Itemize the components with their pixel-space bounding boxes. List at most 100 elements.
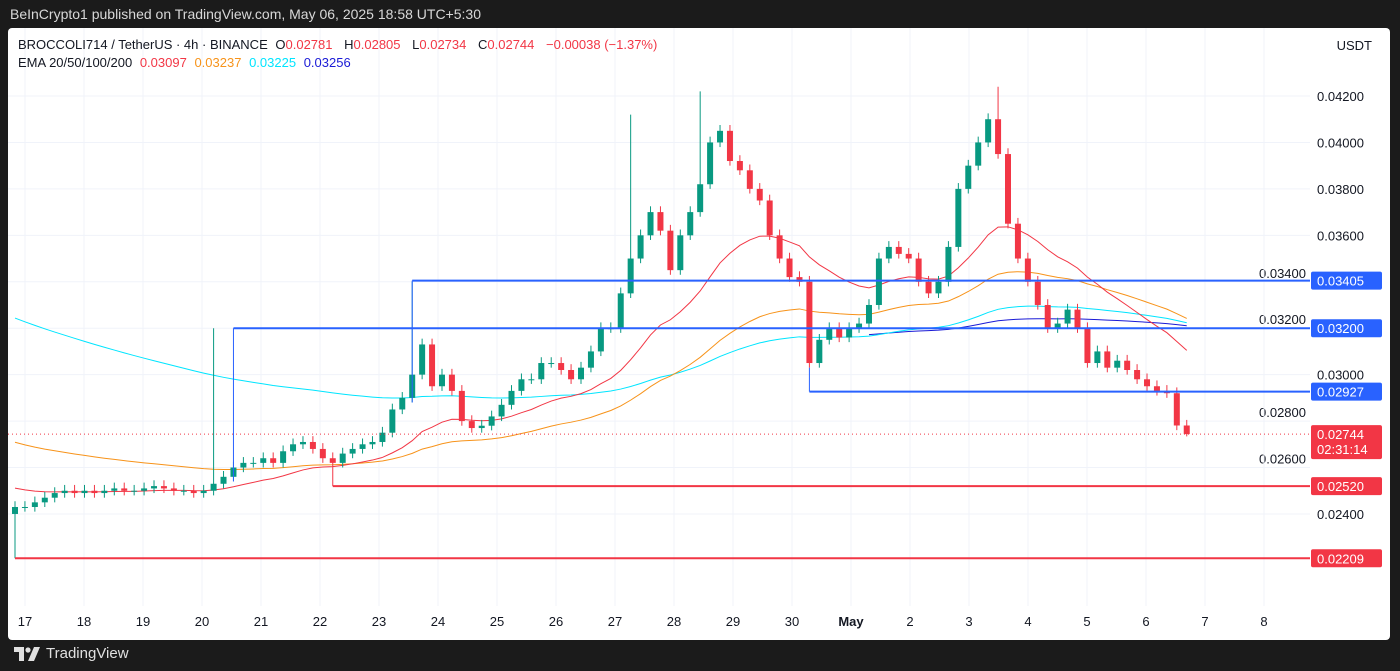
candle-body xyxy=(955,188,962,247)
candle-body xyxy=(856,323,863,329)
candle-body xyxy=(448,374,455,391)
ema200-line xyxy=(868,318,1187,336)
candle-body xyxy=(31,502,38,507)
price-chart[interactable]: 0.02400 0.02600 0.02800 0.03000 0.03200 0.034… xyxy=(8,28,1390,640)
candle-body xyxy=(468,421,475,429)
x-tick-label: 3 xyxy=(965,614,972,629)
ema20-line xyxy=(14,226,1188,493)
candle-body xyxy=(578,367,585,380)
candle-body xyxy=(806,281,813,364)
candle-body xyxy=(151,486,158,489)
candle-body xyxy=(617,293,624,329)
brand-name: TradingView xyxy=(46,645,129,662)
x-tick-label: 22 xyxy=(313,614,327,629)
candle-body xyxy=(1104,351,1111,368)
candle-body xyxy=(369,441,376,445)
candle-body xyxy=(399,397,406,410)
candle-body xyxy=(41,497,48,503)
x-tick-label: May xyxy=(838,614,864,629)
candle-body xyxy=(985,119,992,143)
candle-body xyxy=(836,328,843,338)
candle-body xyxy=(280,451,287,463)
candle-body xyxy=(538,363,545,380)
candle-body xyxy=(1183,425,1190,435)
high-label: H xyxy=(344,37,354,52)
candle-body xyxy=(736,161,743,171)
candle-body xyxy=(905,253,912,259)
level-price-tag xyxy=(1311,549,1382,568)
candle-body xyxy=(558,363,565,370)
candle-body xyxy=(975,142,982,166)
candle-body xyxy=(657,212,664,231)
candle-body xyxy=(349,448,356,454)
y-tick-label: 0.04200 xyxy=(1317,89,1364,104)
candle-body xyxy=(131,490,138,492)
level-price-label: 0.03405 xyxy=(1317,274,1364,289)
candle-body xyxy=(965,165,972,189)
candle-body xyxy=(51,493,58,498)
candle-body xyxy=(1173,393,1180,426)
candle-body xyxy=(200,490,207,494)
candle-body xyxy=(379,432,386,442)
candle-body xyxy=(935,281,942,294)
candle-body xyxy=(528,379,535,381)
ema50-value: 0.03237 xyxy=(194,55,242,70)
currency-unit[interactable]: USDT xyxy=(1336,38,1372,53)
candle-body xyxy=(309,441,316,449)
ema-label[interactable]: EMA 20/50/100/200 xyxy=(18,55,133,70)
x-tick-label: 29 xyxy=(726,614,740,629)
candle-body xyxy=(786,258,793,278)
candle-body xyxy=(91,490,98,494)
candle-body xyxy=(299,441,306,445)
candle-body xyxy=(458,390,465,422)
level-price-tag xyxy=(1311,271,1382,290)
candle-body xyxy=(995,119,1002,155)
candle-body xyxy=(776,235,783,259)
candle-body xyxy=(707,142,714,185)
candle-body xyxy=(329,458,336,463)
candle-body xyxy=(1024,258,1031,282)
chart-panel[interactable]: BROCCOLI714 / TetherUS · 4h · BINANCE O0… xyxy=(8,28,1390,640)
candle-body xyxy=(81,490,88,494)
close-label: C xyxy=(478,37,488,52)
candle-body xyxy=(180,490,187,492)
candle-body xyxy=(170,488,177,491)
level-price-tag xyxy=(1311,319,1382,338)
x-tick-label: 26 xyxy=(549,614,563,629)
candle-body xyxy=(1134,369,1141,380)
candle-body xyxy=(220,476,227,484)
x-tick-label: 17 xyxy=(18,614,32,629)
candle-body xyxy=(1064,309,1071,324)
ema50-line xyxy=(14,271,1187,471)
level-price-label: 0.03200 xyxy=(1317,321,1364,336)
candle-body xyxy=(190,490,197,494)
candle-body xyxy=(498,404,505,417)
x-tick-label: 2 xyxy=(906,614,913,629)
candle-body xyxy=(1014,223,1021,259)
symbol-info[interactable]: BROCCOLI714 / TetherUS · 4h · BINANCE xyxy=(18,37,268,52)
publish-info: BeInCrypto1 published on TradingView.com… xyxy=(10,6,481,22)
high-value: 0.02805 xyxy=(353,37,401,52)
level-price-label: 0.02209 xyxy=(1317,551,1364,566)
x-tick-label: 19 xyxy=(136,614,150,629)
candle-body xyxy=(260,458,267,463)
y-tick-label: 0.02400 xyxy=(1317,507,1364,522)
candle-body xyxy=(925,281,932,294)
candle-body xyxy=(160,486,167,489)
candle-body xyxy=(637,235,644,259)
candle-body xyxy=(568,369,575,380)
candle-body xyxy=(319,448,326,459)
low-label: L xyxy=(412,37,420,52)
y-tick-label: 0.03000 xyxy=(1317,368,1364,383)
candle-body xyxy=(826,328,833,340)
level-price-tag xyxy=(1311,477,1382,496)
x-tick-label: 4 xyxy=(1024,614,1031,629)
candle-body xyxy=(1084,328,1091,364)
candle-body xyxy=(627,258,634,294)
candle-body xyxy=(270,458,277,463)
candle-countdown: 02:31:14 xyxy=(1317,442,1368,457)
candle-body xyxy=(12,506,18,514)
x-tick-label: 6 xyxy=(1142,614,1149,629)
candle-body xyxy=(359,444,366,449)
candle-body xyxy=(1124,360,1131,370)
